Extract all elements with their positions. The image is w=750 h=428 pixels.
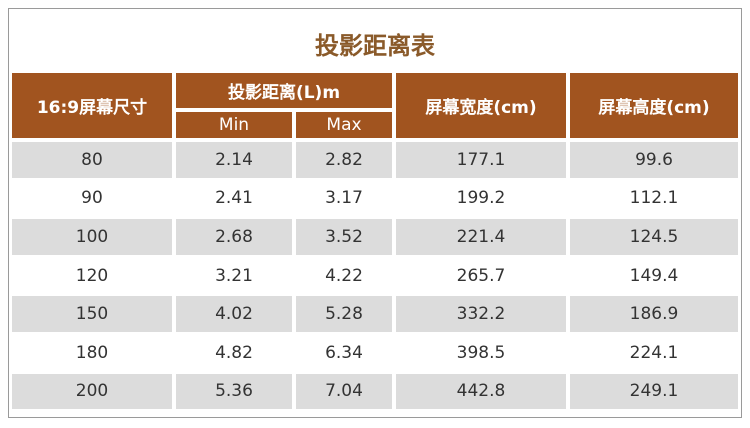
- table-cell: 4.82: [215, 342, 253, 363]
- subheader-cell: Min: [176, 112, 292, 138]
- table-cell: 249.1: [570, 373, 738, 410]
- table-cell: 180: [75, 342, 109, 363]
- table-cell: 120: [75, 265, 109, 286]
- table-cell: 398.5: [456, 342, 506, 363]
- table-cell: 224.1: [629, 342, 679, 363]
- table-cell: 5.36: [176, 373, 292, 410]
- table-cell: 200: [12, 373, 172, 410]
- header-cell: 屏幕宽度(cm): [396, 73, 566, 138]
- table-cell: 80: [12, 142, 172, 178]
- table-cell: 2.14: [176, 142, 292, 178]
- table-frame: [8, 8, 742, 418]
- header-cell: 16:9屏幕尺寸: [12, 73, 172, 138]
- table-cell: 5.28: [296, 296, 392, 332]
- table-cell: 150: [12, 296, 172, 332]
- table-cell: 112.1: [629, 188, 679, 209]
- table-cell: 3.52: [296, 219, 392, 255]
- table-cell: 2.82: [296, 142, 392, 178]
- subheader-cell: Max: [296, 112, 392, 138]
- table-cell: 149.4: [629, 265, 679, 286]
- table-cell: 442.8: [396, 373, 566, 410]
- table-cell: 124.5: [570, 219, 738, 255]
- table-cell: 2.41: [215, 188, 253, 209]
- table-cell: 221.4: [396, 219, 566, 255]
- table-cell: 265.7: [456, 265, 506, 286]
- table-cell: 199.2: [456, 188, 506, 209]
- table-cell: 90: [81, 188, 103, 209]
- table-cell: 2.68: [176, 219, 292, 255]
- table-cell: 4.22: [325, 265, 363, 286]
- table-cell: 7.04: [296, 373, 392, 410]
- table-cell: 4.02: [176, 296, 292, 332]
- table-cell: 6.34: [325, 342, 363, 363]
- table-cell: 186.9: [570, 296, 738, 332]
- table-cell: 100: [12, 219, 172, 255]
- header-cell: 投影距离(L)m: [176, 73, 392, 108]
- table-cell: 332.2: [396, 296, 566, 332]
- table-cell: 99.6: [570, 142, 738, 178]
- table-cell: 3.17: [325, 188, 363, 209]
- table-title: 投影距离表: [315, 32, 435, 60]
- header-cell: 屏幕高度(cm): [570, 73, 738, 138]
- table-cell: 177.1: [396, 142, 566, 178]
- table-cell: 3.21: [215, 265, 253, 286]
